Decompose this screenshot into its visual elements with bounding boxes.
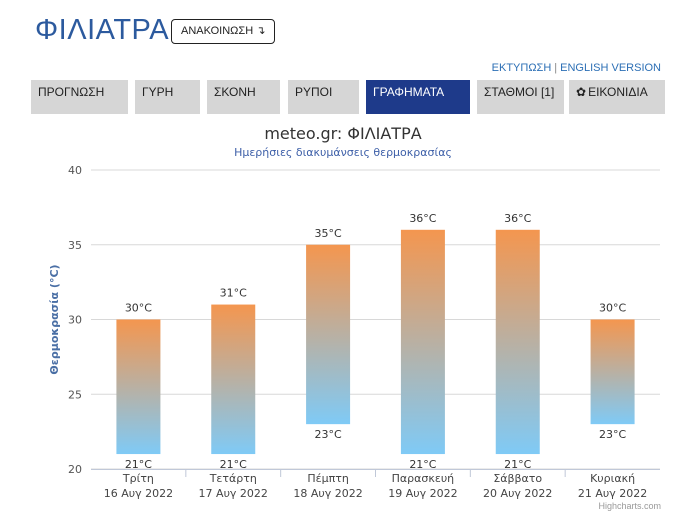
- y-tick-label: 25: [68, 388, 82, 401]
- low-value-label: 21°C: [409, 458, 436, 471]
- y-tick-label: 40: [68, 164, 82, 177]
- temperature-bar: [306, 244, 351, 425]
- temperature-bar: [495, 229, 540, 455]
- low-value-label: 21°C: [125, 458, 152, 471]
- print-link[interactable]: ΕΚΤΥΠΩΣΗ: [491, 62, 552, 74]
- tab-dust[interactable]: ΣΚΟΝΗ: [207, 80, 280, 114]
- top-links: ΕΚΤΥΠΩΣΗ | ENGLISH VERSION: [492, 62, 661, 74]
- x-tick-date: 18 Αυγ 2022: [293, 487, 362, 500]
- low-value-label: 23°C: [314, 428, 341, 441]
- x-tick-day: Κυριακή: [590, 472, 635, 485]
- temperature-bar: [116, 319, 161, 455]
- english-version-link[interactable]: ENGLISH VERSION: [560, 62, 661, 74]
- temperature-bar: [400, 229, 445, 455]
- high-value-label: 36°C: [409, 212, 436, 225]
- tab-label: ΠΡΟΓΝΩΣΗ: [38, 85, 105, 99]
- low-value-label: 21°C: [220, 458, 247, 471]
- high-value-label: 31°C: [220, 287, 247, 300]
- link-separator: |: [554, 62, 558, 74]
- x-tick-date: 19 Αυγ 2022: [388, 487, 457, 500]
- tab-label: ΓΡΑΦΗΜΑΤΑ: [373, 85, 445, 99]
- x-tick-date: 21 Αυγ 2022: [578, 487, 647, 500]
- high-value-label: 30°C: [125, 302, 152, 315]
- page-title: ΦΙΛΙΑΤΡΑ: [35, 14, 170, 46]
- x-tick-day: Τρίτη: [122, 472, 154, 485]
- highcharts-credit[interactable]: Highcharts.com: [598, 501, 661, 511]
- x-tick-date: 17 Αυγ 2022: [199, 487, 268, 500]
- x-tick-day: Τετάρτη: [209, 472, 257, 485]
- high-value-label: 30°C: [599, 302, 626, 315]
- x-tick-day: Πέμπτη: [307, 472, 348, 485]
- announcement-button[interactable]: ΑΝΑΚΟΙΝΩΣΗ ↴: [171, 19, 276, 44]
- x-tick-date: 16 Αυγ 2022: [104, 487, 173, 500]
- y-tick-label: 35: [68, 239, 82, 252]
- high-value-label: 36°C: [504, 212, 531, 225]
- temperature-bar: [590, 319, 635, 425]
- x-tick-date: 20 Αυγ 2022: [483, 487, 552, 500]
- tab-charts[interactable]: ΓΡΑΦΗΜΑΤΑ: [366, 80, 470, 114]
- x-tick-day: Παρασκευή: [392, 472, 455, 485]
- tab-label: ΡΥΠΟΙ: [295, 85, 333, 99]
- gear-icon: ✿: [576, 85, 587, 99]
- tab-pollen[interactable]: ΓΥΡΗ: [135, 80, 200, 114]
- tab-forecast[interactable]: ΠΡΟΓΝΩΣΗ: [31, 80, 128, 114]
- tab-stations[interactable]: ΣΤΑΘΜΟΙ [1]: [477, 80, 564, 114]
- tab-label: ΓΥΡΗ: [142, 85, 174, 99]
- chart-title: meteo.gr: ΦΙΛΙΑΤΡΑ: [264, 124, 421, 143]
- tab-label: ΣΚΟΝΗ: [214, 85, 256, 99]
- temperature-bar: [211, 304, 256, 455]
- high-value-label: 35°C: [314, 227, 341, 240]
- y-tick-label: 20: [68, 463, 82, 476]
- y-axis-title: Θερμοκρασία (°C): [48, 264, 61, 374]
- tab-pollutants[interactable]: ΡΥΠΟΙ: [288, 80, 359, 114]
- low-value-label: 23°C: [599, 428, 626, 441]
- low-value-label: 21°C: [504, 458, 531, 471]
- chart-subtitle: Ημερήσιες διακυμάνσεις θερμοκρασίας: [234, 146, 452, 159]
- tab-label: ΣΤΑΘΜΟΙ [1]: [484, 85, 555, 99]
- tab-icons[interactable]: ✿ ΕΙΚΟΝΙΔΙΑ: [569, 80, 665, 114]
- y-tick-label: 30: [68, 314, 82, 327]
- tab-label: ΕΙΚΟΝΙΔΙΑ: [588, 85, 648, 99]
- x-tick-day: Σάββατο: [493, 472, 542, 485]
